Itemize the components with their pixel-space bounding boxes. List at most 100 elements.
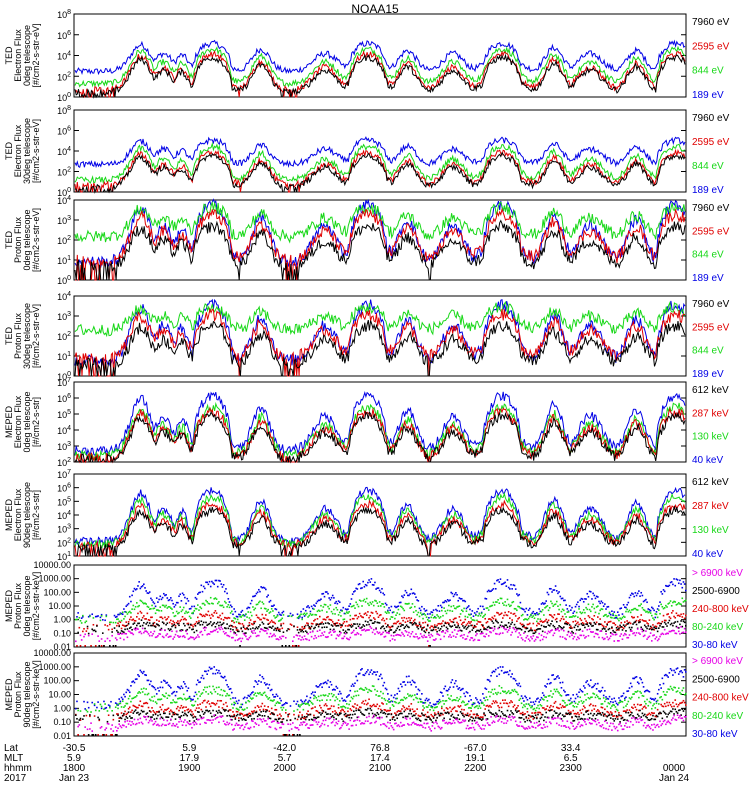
data-point (439, 691, 442, 694)
data-point (187, 708, 190, 711)
data-point (263, 705, 266, 707)
data-point (215, 710, 218, 713)
data-point (150, 624, 152, 627)
data-point (195, 621, 198, 623)
data-point (438, 634, 441, 636)
data-point (260, 618, 262, 621)
data-point (682, 676, 685, 678)
data-point (650, 640, 653, 642)
data-point (445, 626, 448, 629)
data-point (620, 714, 623, 717)
data-point (241, 637, 244, 640)
data-point (646, 716, 648, 719)
data-point (92, 734, 95, 736)
data-point (191, 628, 193, 631)
data-point (438, 701, 441, 704)
data-point (438, 713, 441, 716)
data-point (544, 708, 546, 711)
data-point (679, 615, 681, 618)
data-point (606, 697, 609, 700)
data-point (249, 611, 252, 614)
data-point (519, 601, 522, 604)
data-point (680, 670, 682, 672)
data-point (613, 617, 616, 619)
data-point (179, 635, 182, 638)
data-point (517, 594, 519, 597)
data-point (277, 701, 280, 704)
data-point (417, 717, 420, 720)
data-point (639, 618, 641, 621)
data-point (387, 610, 389, 613)
data-point (85, 630, 88, 632)
data-point (232, 711, 234, 713)
data-point (510, 604, 512, 607)
data-point (512, 706, 515, 708)
data-point (591, 718, 593, 720)
data-point (315, 717, 318, 720)
data-point (268, 612, 271, 614)
data-point (204, 629, 206, 632)
data-point (618, 711, 620, 714)
data-point (178, 595, 180, 598)
data-point (385, 631, 388, 634)
data-point (139, 625, 142, 628)
data-point (665, 619, 667, 622)
data-point (497, 579, 499, 581)
data-point (403, 706, 406, 709)
data-point (632, 623, 634, 625)
data-point (592, 692, 594, 695)
data-point (369, 704, 372, 707)
data-point (621, 701, 624, 703)
data-point (658, 703, 660, 705)
data-point (462, 599, 464, 602)
data-point (326, 591, 328, 593)
data-point (123, 608, 125, 610)
data-point (112, 645, 115, 647)
data-point (681, 701, 684, 704)
data-point (179, 687, 182, 690)
data-point (205, 599, 207, 602)
data-point (394, 622, 396, 625)
data-point (408, 705, 410, 708)
data-point (248, 622, 251, 624)
data-point (121, 698, 124, 701)
data-point (351, 697, 354, 700)
data-point (503, 714, 505, 717)
data-point (579, 709, 582, 712)
data-point (587, 625, 590, 627)
data-point (445, 707, 448, 709)
data-point (277, 722, 280, 724)
data-point (333, 688, 335, 691)
data-point (211, 602, 213, 605)
data-point (189, 617, 192, 619)
data-point (451, 610, 454, 612)
data-point (157, 698, 159, 701)
data-point (579, 611, 582, 613)
data-point (524, 695, 526, 698)
data-point (609, 613, 612, 616)
data-point (314, 718, 316, 721)
data-point (624, 710, 626, 712)
data-point (426, 711, 429, 714)
data-point (594, 683, 597, 685)
data-point (231, 636, 233, 639)
data-point (140, 600, 143, 603)
data-point (201, 710, 204, 713)
data-point (233, 703, 235, 706)
data-point (306, 715, 308, 718)
data-point (259, 714, 261, 717)
data-point (341, 610, 343, 612)
data-point (624, 625, 626, 628)
data-point (432, 716, 435, 718)
data-point (220, 604, 223, 607)
data-point (668, 712, 671, 714)
data-point (365, 703, 368, 706)
data-point (161, 704, 164, 706)
data-point (321, 699, 323, 701)
data-point (357, 625, 360, 628)
data-point (201, 590, 204, 593)
data-point (357, 605, 360, 608)
data-point (545, 600, 548, 602)
data-point (262, 623, 265, 625)
data-point (234, 626, 237, 628)
